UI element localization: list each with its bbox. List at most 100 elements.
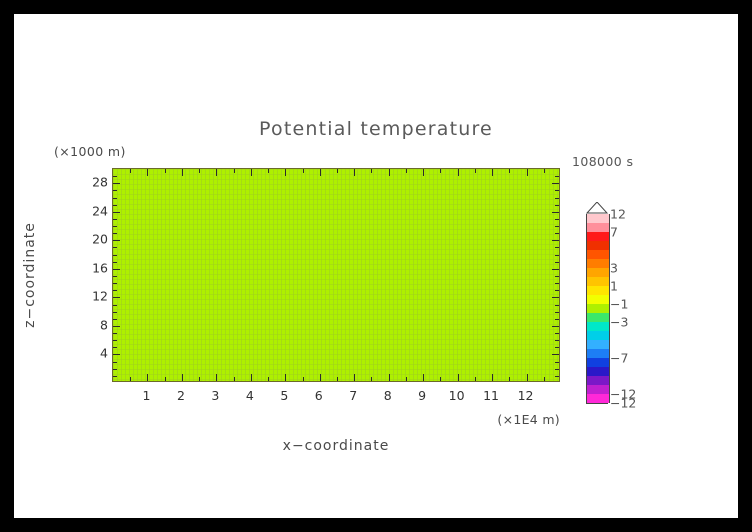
y-axis-tick bbox=[555, 247, 559, 249]
colorbar-tick-label: 1 bbox=[610, 278, 618, 294]
y-axis-tick bbox=[555, 204, 559, 206]
x-axis-tick bbox=[302, 169, 304, 173]
colorbar-band bbox=[586, 385, 610, 394]
x-axis-tick-label: 11 bbox=[483, 388, 500, 403]
x-axis-tick bbox=[509, 169, 511, 173]
y-axis-tick bbox=[555, 283, 559, 285]
y-axis-tick bbox=[113, 211, 120, 213]
y-axis-tick bbox=[555, 361, 559, 363]
y-axis-tick bbox=[555, 340, 559, 342]
y-axis-tick bbox=[555, 368, 559, 370]
x-axis-tick bbox=[164, 169, 166, 173]
colorbar-tick-label: −3 bbox=[610, 314, 629, 330]
y-axis-tick bbox=[555, 176, 559, 178]
y-axis-tick bbox=[555, 333, 559, 335]
x-axis-tick-label: 9 bbox=[418, 388, 427, 403]
x-axis-tick bbox=[440, 169, 442, 173]
colorbar-band bbox=[586, 367, 610, 376]
x-axis-tick bbox=[526, 374, 528, 381]
colorbar-tick-label: 12 bbox=[610, 206, 626, 222]
x-axis-tick bbox=[423, 374, 425, 381]
x-axis-tick bbox=[250, 374, 252, 381]
heatmap-canvas bbox=[113, 169, 559, 381]
y-axis-tick bbox=[113, 375, 117, 377]
colorbar-band bbox=[586, 286, 610, 295]
x-axis-tick bbox=[423, 169, 425, 176]
y-axis-tick bbox=[113, 297, 120, 299]
x-axis-tick bbox=[250, 169, 252, 176]
colorbar-band bbox=[586, 358, 610, 367]
x-axis-tick bbox=[354, 374, 356, 381]
colorbar-band bbox=[586, 268, 610, 277]
y-axis-tick bbox=[113, 176, 117, 178]
y-axis-tick bbox=[552, 183, 559, 185]
heatmap-plot bbox=[112, 168, 560, 382]
y-axis-tick bbox=[555, 226, 559, 228]
x-axis-tick bbox=[440, 377, 442, 381]
colorbar-tick-label: 7 bbox=[610, 224, 618, 240]
colorbar-band bbox=[586, 349, 610, 358]
y-axis-tick-label: 24 bbox=[92, 203, 108, 219]
x-axis-tick bbox=[492, 374, 494, 381]
y-axis-tick bbox=[552, 211, 559, 213]
colorbar-band bbox=[586, 376, 610, 385]
y-axis-tick bbox=[113, 218, 117, 220]
y-axis-tick-label: 16 bbox=[92, 260, 108, 276]
x-axis-tick bbox=[199, 169, 201, 173]
colorbar-band bbox=[586, 304, 610, 313]
y-axis-tick bbox=[555, 290, 559, 292]
colorbar-band bbox=[586, 223, 610, 232]
y-axis-tick bbox=[555, 197, 559, 199]
y-axis-tick bbox=[113, 261, 117, 263]
x-axis-tick bbox=[474, 377, 476, 381]
x-axis-tick bbox=[233, 377, 235, 381]
x-axis-tick bbox=[130, 377, 132, 381]
x-axis-tick-label: 6 bbox=[314, 388, 323, 403]
colorbar-tick-label: −1 bbox=[610, 296, 629, 312]
x-axis-tick bbox=[233, 169, 235, 173]
x-axis-tick bbox=[405, 377, 407, 381]
y-axis-tick bbox=[113, 347, 117, 349]
x-axis-tick bbox=[268, 169, 270, 173]
y-axis-tick bbox=[113, 204, 117, 206]
x-axis-tick bbox=[285, 374, 287, 381]
z-axis-title: z−coordinate bbox=[22, 222, 38, 328]
y-axis-tick bbox=[113, 340, 117, 342]
colorbar-tick-label: −12 bbox=[610, 386, 637, 402]
y-axis-tick bbox=[113, 268, 120, 270]
x-axis-tick bbox=[388, 169, 390, 176]
colorbar-scale: 12 7 3 1 −1 −3 −7 −12 −12 bbox=[586, 202, 636, 411]
x-axis-tick bbox=[543, 169, 545, 173]
colorbar: 108000 s 12 7 3 1 −1 −3 −7 −12 −12 bbox=[572, 154, 722, 411]
x-axis-tick bbox=[337, 377, 338, 381]
y-axis-tick bbox=[552, 325, 559, 327]
colorbar-band bbox=[586, 250, 610, 259]
x-axis-tick bbox=[285, 169, 287, 176]
y-axis-tick bbox=[113, 283, 117, 285]
x-axis-tick bbox=[371, 377, 373, 381]
x-axis-tick bbox=[216, 169, 218, 176]
y-axis-tick bbox=[555, 261, 559, 263]
x-axis-tick-label: 3 bbox=[211, 388, 220, 403]
x-axis-tick-label: 1 bbox=[142, 388, 151, 403]
colorbar-band bbox=[586, 295, 610, 304]
x-axis-tick bbox=[354, 169, 356, 176]
y-axis-tick bbox=[113, 325, 120, 327]
y-axis-tick bbox=[555, 218, 559, 220]
x-axis-tick bbox=[199, 377, 201, 381]
colorbar-tick-label: 3 bbox=[610, 260, 618, 276]
x-axis-title: x−coordinate bbox=[282, 438, 390, 454]
y-axis-tick bbox=[555, 347, 559, 349]
colorbar-band bbox=[586, 331, 610, 340]
y-axis-tick bbox=[113, 254, 117, 256]
x-axis-tick bbox=[405, 169, 407, 173]
x-axis-tick bbox=[457, 169, 459, 176]
x-axis-tick bbox=[319, 169, 321, 176]
y-axis-tick bbox=[113, 361, 117, 363]
y-axis-tick bbox=[113, 197, 117, 199]
colorbar-band bbox=[586, 241, 610, 250]
y-axis-tick bbox=[113, 333, 117, 335]
x-axis-tick bbox=[164, 377, 166, 381]
y-axis-tick bbox=[113, 311, 117, 313]
